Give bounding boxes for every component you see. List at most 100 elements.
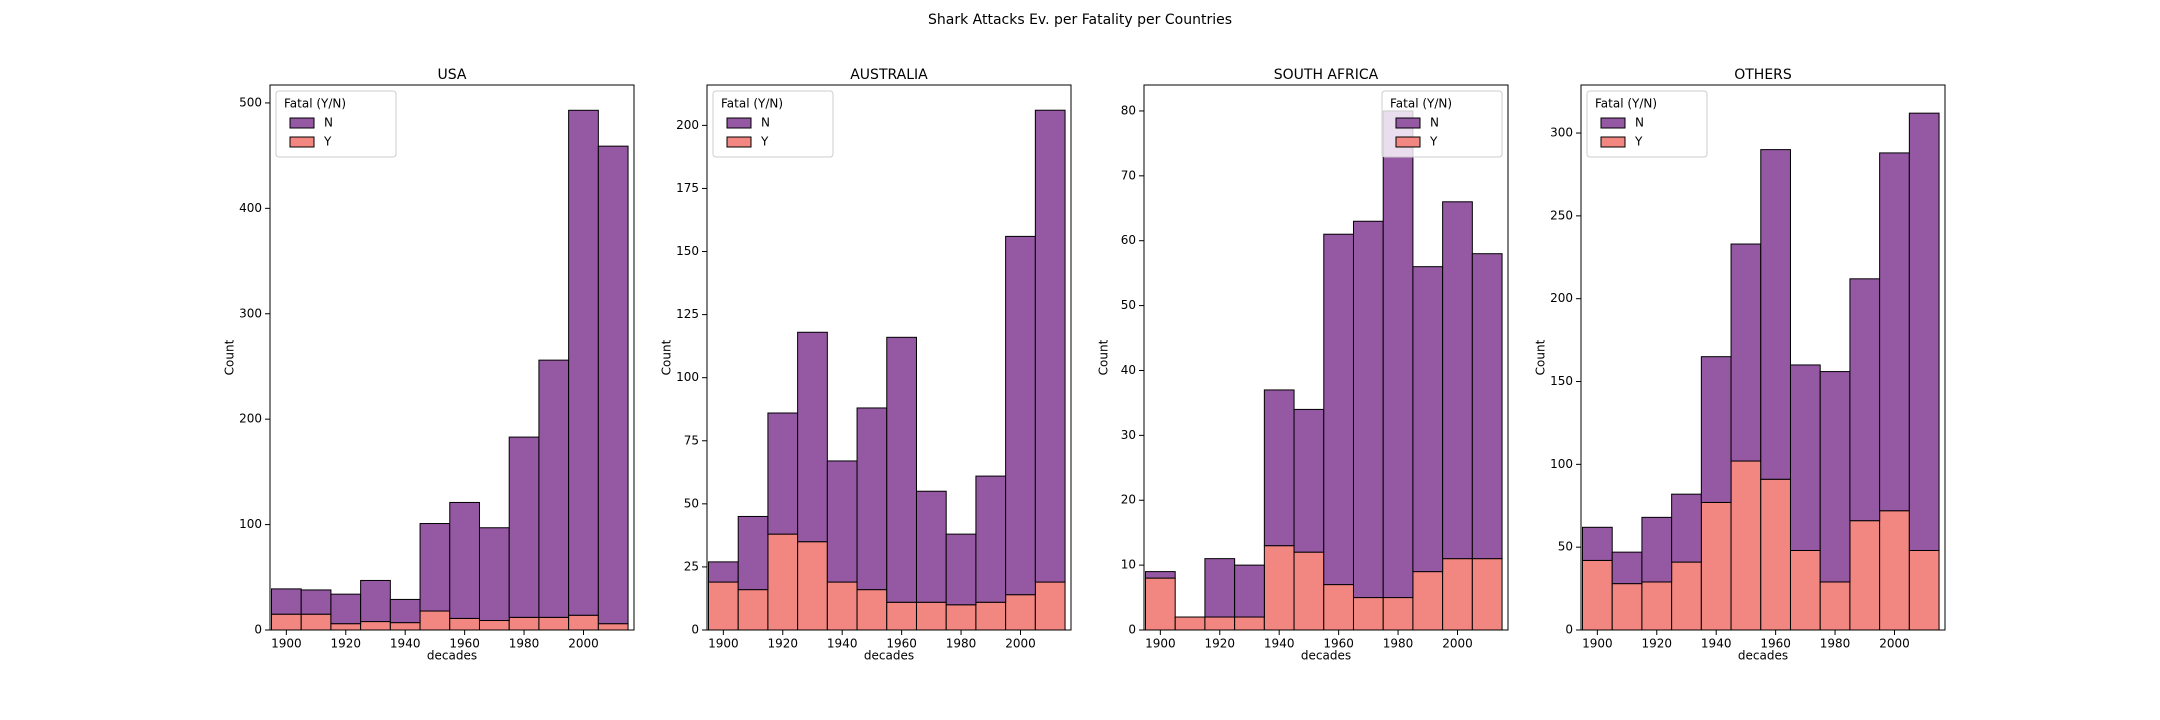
histogram-bar — [1879, 510, 1910, 631]
histogram-bar — [797, 541, 828, 631]
legend-swatch — [1600, 136, 1626, 148]
histogram-bar — [1204, 558, 1236, 618]
histogram-bar — [449, 617, 480, 631]
histogram-bar — [1005, 235, 1036, 596]
histogram-bar — [707, 581, 739, 631]
y-tick-label: 0 — [691, 623, 699, 637]
y-tick-label: 75 — [684, 433, 699, 447]
histogram-bar — [1352, 597, 1384, 631]
y-tick-label: 150 — [1550, 374, 1573, 388]
histogram-bar — [478, 620, 510, 631]
histogram-bar — [1293, 408, 1325, 553]
y-tick-label: 10 — [1121, 558, 1136, 572]
histogram-bar — [767, 412, 799, 535]
x-tick-label: 1920 — [1204, 637, 1235, 651]
y-tick-label: 0 — [1128, 623, 1136, 637]
histogram-bar — [508, 436, 540, 618]
plot-frame — [269, 84, 635, 631]
histogram-bar — [419, 523, 451, 612]
legend-swatch — [726, 136, 752, 148]
histogram-bar — [1471, 253, 1503, 560]
panel-title: OTHERS — [1734, 67, 1792, 83]
x-tick-label: 2000 — [1879, 637, 1910, 651]
y-tick-label: 300 — [1550, 126, 1573, 140]
x-tick-label: 1960 — [1760, 637, 1791, 651]
y-tick-label: 30 — [1121, 428, 1136, 442]
histogram-bar — [568, 614, 599, 631]
figure-title: Shark Attacks Ev. per Fatality per Count… — [928, 12, 1232, 28]
y-tick-label: 60 — [1121, 233, 1136, 247]
histogram-bar — [478, 527, 510, 622]
histogram-bar — [508, 616, 540, 631]
y-tick-label: 125 — [676, 307, 699, 321]
y-tick-label: 0 — [254, 623, 262, 637]
y-tick-label: 70 — [1121, 168, 1136, 182]
y-tick-label: 50 — [1121, 298, 1136, 312]
y-axis-label: Count — [1097, 339, 1111, 375]
legend-title: Fatal (Y/N) — [284, 97, 346, 111]
y-tick-label: 200 — [676, 118, 699, 132]
histogram-bar — [1849, 520, 1881, 631]
y-tick-label: 25 — [684, 559, 699, 573]
legend-label: N — [1430, 116, 1439, 130]
legend-label: N — [761, 116, 770, 130]
histogram-bar — [945, 533, 977, 606]
legend-swatch — [726, 117, 752, 129]
plot-frame — [1143, 84, 1509, 631]
y-tick-label: 250 — [1550, 208, 1573, 222]
histogram-bar — [597, 145, 629, 625]
histogram-bar — [1204, 616, 1236, 631]
y-tick-label: 175 — [676, 181, 699, 195]
legend-label: N — [324, 116, 333, 130]
plot-frame — [706, 84, 1072, 631]
x-tick-label: 1940 — [1701, 637, 1732, 651]
histogram-bar — [1879, 152, 1910, 512]
legend-label: Y — [323, 135, 332, 149]
histogram-bar — [1849, 278, 1881, 522]
histogram-bar — [270, 613, 302, 631]
histogram-bar — [945, 604, 977, 631]
x-tick-label: 1920 — [1641, 637, 1672, 651]
x-tick-label: 1960 — [886, 637, 917, 651]
x-tick-label: 1980 — [509, 637, 540, 651]
x-tick-label: 1900 — [708, 637, 739, 651]
y-axis-label: Count — [660, 339, 674, 375]
x-tick-label: 1920 — [330, 637, 361, 651]
histogram-bar — [1611, 583, 1643, 631]
x-tick-label: 1940 — [827, 637, 858, 651]
histogram-bar — [1174, 616, 1206, 631]
legend-swatch — [1395, 136, 1421, 148]
histogram-bar — [1263, 545, 1295, 631]
x-tick-label: 1920 — [767, 637, 798, 651]
histogram-bar — [1034, 109, 1066, 583]
histogram-bar — [1730, 243, 1762, 462]
histogram-bar — [1144, 571, 1176, 579]
y-tick-label: 100 — [1550, 457, 1573, 471]
y-tick-label: 50 — [684, 496, 699, 510]
histogram-bar — [538, 359, 570, 618]
histogram-bar — [1611, 551, 1643, 585]
histogram-bar — [975, 475, 1007, 603]
y-tick-label: 400 — [239, 201, 262, 215]
histogram-bar — [856, 589, 888, 631]
histogram-bar — [915, 601, 947, 631]
histogram-bar — [597, 623, 629, 631]
histogram-bar — [915, 490, 947, 603]
x-axis-label: decades — [864, 649, 914, 663]
histogram-bar — [300, 589, 332, 615]
histogram-bar — [886, 336, 917, 603]
x-tick-label: 2000 — [1442, 637, 1473, 651]
histogram-bar — [1760, 478, 1791, 631]
histogram-bar — [707, 561, 739, 583]
histogram-bar — [886, 601, 917, 631]
x-tick-label: 2000 — [568, 637, 599, 651]
histogram-bar — [1442, 558, 1473, 631]
histogram-bar — [1323, 233, 1354, 586]
y-tick-label: 200 — [1550, 291, 1573, 305]
histogram-bar — [1641, 516, 1673, 583]
x-axis-label: decades — [427, 649, 477, 663]
x-tick-label: 1980 — [1383, 637, 1414, 651]
y-tick-label: 300 — [239, 306, 262, 320]
histogram-bar — [538, 616, 570, 631]
